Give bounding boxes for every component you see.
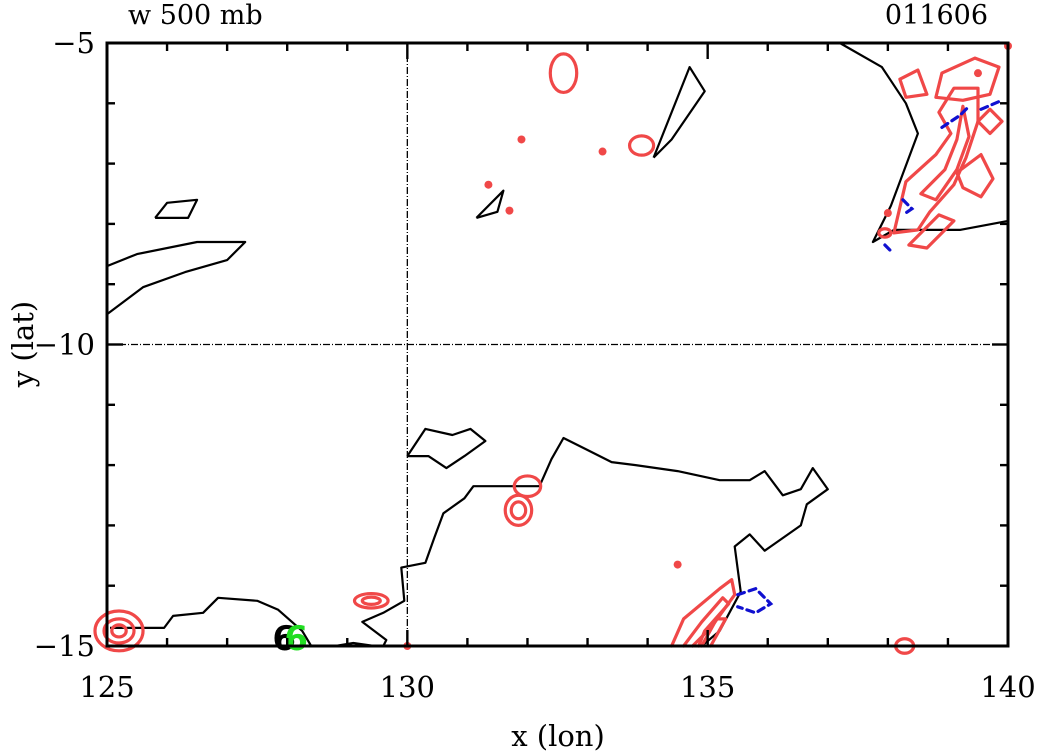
negative-contour — [883, 243, 893, 253]
reference-lines — [107, 43, 1008, 646]
y-tick-label: −10 — [34, 328, 95, 362]
coastline — [652, 65, 706, 159]
negative-contour — [979, 98, 1004, 111]
chart-title-right: 011606 — [885, 0, 988, 31]
coastline — [406, 427, 487, 470]
positive-contour-dot — [883, 209, 892, 218]
positive-contour-ring — [877, 227, 893, 239]
chart-title-left: w 500 mb — [128, 0, 263, 31]
y-tick-label: −15 — [34, 629, 95, 663]
coastlines-layer — [106, 41, 1009, 648]
positive-contour-ring — [509, 500, 528, 521]
x-tick-label: 140 — [980, 670, 1035, 704]
positive-contour — [976, 107, 1004, 136]
y-axis-label: y (lat) — [6, 301, 40, 388]
positive-contour-ring — [352, 591, 390, 610]
positive-contour-ring — [548, 52, 579, 95]
negative-contours-layer — [736, 98, 1004, 615]
coastline — [475, 189, 505, 219]
positive-contour-ring — [102, 617, 136, 645]
positive-contour-dot — [505, 206, 514, 215]
x-tick-label: 130 — [380, 670, 435, 704]
positive-contour — [700, 617, 728, 648]
positive-contour — [907, 213, 956, 250]
positive-contour-ring — [627, 134, 656, 157]
positive-contour — [681, 596, 731, 648]
x-tick-label: 125 — [79, 670, 134, 704]
axis-ticks — [105, 41, 1010, 648]
x-axis-label: x (lon) — [511, 719, 605, 752]
positive-contour — [934, 56, 1001, 102]
coastline — [106, 240, 247, 316]
positive-contour — [919, 104, 971, 202]
positive-contours-layer — [93, 42, 1012, 655]
negative-contour — [940, 104, 971, 130]
y-tick-label: −5 — [52, 26, 95, 60]
positive-contour — [898, 68, 929, 99]
station-marker: 6 — [272, 619, 296, 659]
axis-tick-labels: 125 130 135 140 −15 −10 −5 — [34, 26, 1036, 704]
positive-contour — [955, 153, 995, 199]
positive-contour-dot — [484, 180, 493, 189]
coastline — [361, 436, 829, 647]
coastline — [154, 198, 199, 219]
positive-contour-ring — [512, 474, 543, 499]
positive-contour-ring — [110, 623, 128, 639]
positive-contour-dot — [598, 147, 607, 156]
positive-contour-ring — [93, 609, 145, 653]
markers-layer: 66 — [272, 619, 308, 659]
positive-contour-ring — [360, 595, 382, 606]
negative-contour — [901, 198, 915, 217]
positive-contour-dot — [517, 135, 526, 144]
positive-contour-ring — [503, 493, 534, 527]
positive-contour-dot — [973, 69, 982, 78]
x-tick-label: 135 — [680, 670, 735, 704]
coastline — [755, 41, 1009, 244]
station-marker: 6 — [284, 619, 308, 659]
coastline — [110, 596, 313, 647]
positive-contour-dot — [673, 560, 682, 569]
negative-contour — [736, 586, 774, 615]
